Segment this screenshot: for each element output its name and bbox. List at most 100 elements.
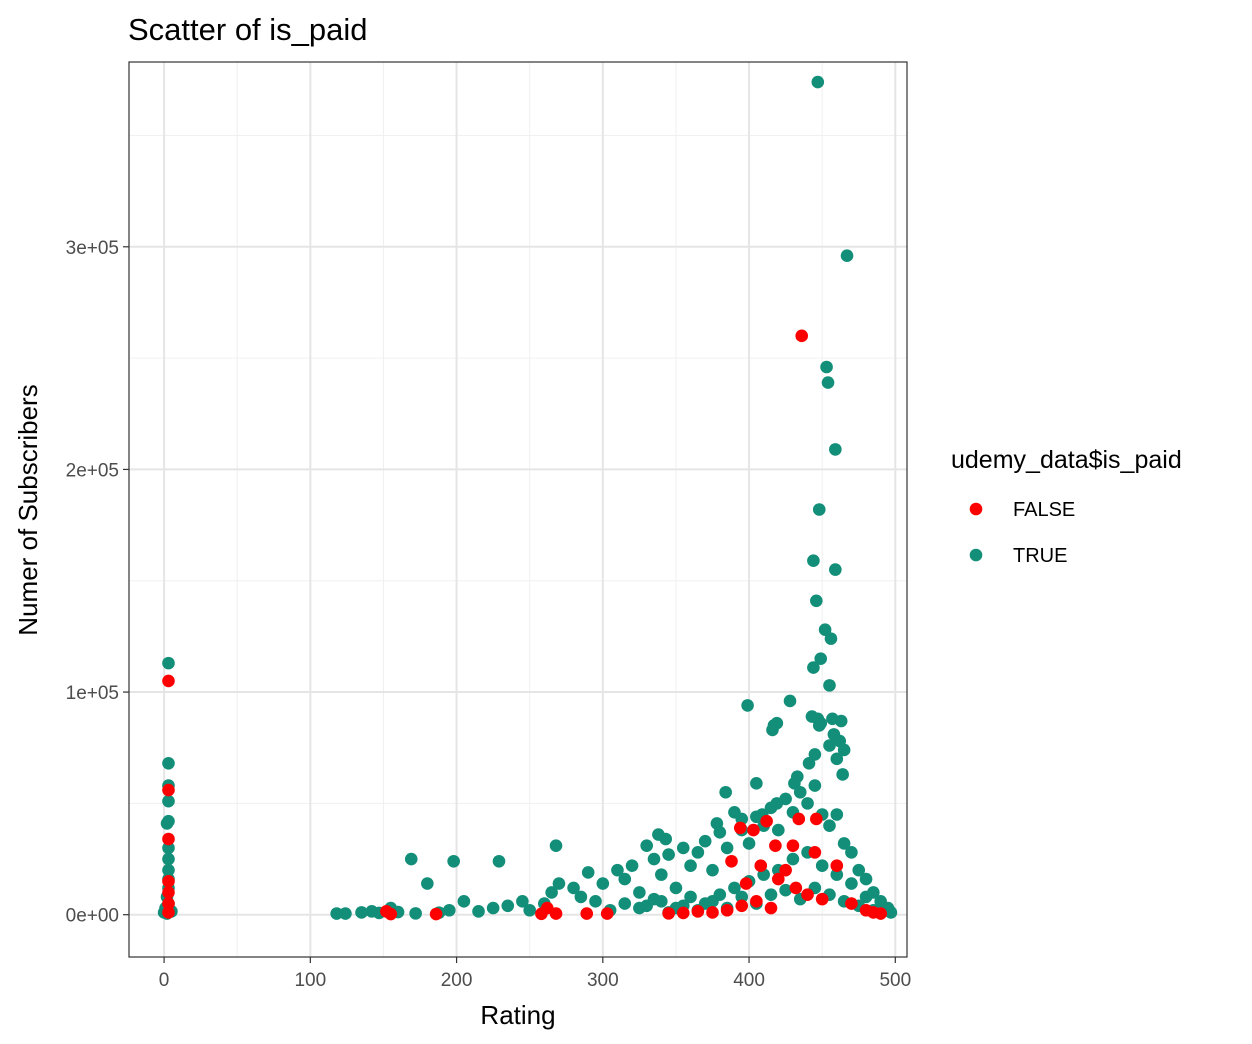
data-point-true — [750, 810, 763, 824]
data-point-true — [728, 805, 741, 819]
data-point-true — [836, 768, 849, 781]
data-point-true — [625, 859, 639, 873]
data-point-false — [772, 872, 785, 886]
data-point-true — [830, 868, 844, 881]
data-point-false — [735, 899, 749, 913]
data-point-false — [830, 859, 844, 873]
grid-lines — [129, 62, 907, 957]
data-point-true — [647, 852, 661, 866]
data-point-true — [802, 757, 816, 770]
data-point-true — [552, 877, 566, 890]
data-point-true — [589, 895, 602, 908]
data-point-false — [162, 783, 175, 797]
data-point-true — [611, 863, 624, 877]
data-point-true — [457, 895, 471, 908]
data-point-true — [523, 903, 536, 917]
x-tick-label: 100 — [294, 970, 326, 991]
data-point-true — [829, 563, 842, 576]
data-point-false — [769, 839, 782, 852]
data-point-false — [747, 823, 760, 837]
data-point-true — [807, 661, 820, 674]
data-point-true — [779, 792, 792, 806]
data-point-true — [596, 877, 610, 890]
data-point-true — [162, 656, 175, 670]
data-point-true — [720, 841, 734, 855]
data-point-false — [662, 907, 675, 920]
data-point-true — [811, 75, 825, 89]
data-point-false — [162, 875, 175, 888]
legend-title: udemy_data$is_paid — [951, 446, 1182, 474]
data-point-false — [540, 901, 554, 915]
data-point-true — [162, 863, 175, 877]
data-point-true — [355, 906, 368, 919]
legend-key-true — [969, 548, 983, 562]
data-point-false — [789, 881, 803, 895]
data-point-true — [808, 748, 822, 761]
data-point-true — [676, 841, 690, 855]
data-points — [157, 75, 898, 921]
data-point-true — [421, 877, 434, 890]
data-point-true — [779, 883, 792, 897]
axes: 0 100 200 300 400 500 0e+00 1e+05 2e+05 3e+05 — [66, 238, 912, 991]
data-point-true — [574, 890, 588, 904]
data-point-true — [698, 834, 712, 848]
data-point-true — [728, 881, 741, 895]
data-point-false — [795, 329, 809, 343]
data-point-false — [691, 905, 705, 918]
data-point-true — [830, 808, 844, 821]
data-point-true — [823, 739, 836, 752]
data-point-false — [792, 812, 806, 826]
x-tick-label: 500 — [879, 970, 911, 991]
x-tick-label: 300 — [587, 970, 619, 991]
data-point-false — [706, 906, 719, 919]
legend-key-false — [969, 502, 983, 516]
x-tick-label: 0 — [159, 970, 170, 991]
data-point-false — [725, 854, 738, 868]
data-point-true — [834, 714, 848, 728]
data-point-false — [429, 907, 443, 921]
data-point-true — [830, 752, 844, 766]
data-point-true — [160, 817, 174, 830]
data-point-true — [492, 854, 506, 868]
data-point-true — [823, 679, 836, 692]
data-point-false — [764, 901, 778, 915]
data-point-true — [845, 877, 858, 890]
data-point-true — [162, 794, 175, 808]
data-point-true — [820, 360, 833, 374]
data-point-true — [783, 694, 797, 708]
data-point-true — [581, 866, 595, 879]
data-point-true — [652, 828, 665, 841]
data-point-true — [409, 907, 422, 920]
data-point-true — [486, 901, 500, 915]
data-point-true — [815, 859, 829, 873]
data-point-true — [764, 801, 778, 815]
data-point-true — [706, 863, 719, 877]
y-tick-label: 2e+05 — [66, 460, 119, 481]
data-point-true — [713, 826, 727, 839]
data-point-true — [162, 841, 175, 855]
data-point-false — [600, 907, 614, 920]
data-point-true — [669, 881, 683, 895]
x-axis-title: Rating — [480, 1000, 555, 1030]
data-point-true — [567, 881, 580, 895]
data-point-true — [447, 854, 460, 868]
data-point-false — [676, 906, 690, 920]
data-point-false — [801, 888, 814, 901]
data-point-true — [633, 901, 646, 915]
data-point-false — [162, 674, 175, 688]
data-point-true — [741, 699, 754, 712]
data-point-true — [837, 743, 851, 757]
data-point-false — [750, 895, 763, 908]
data-point-false — [786, 839, 800, 852]
data-point-true — [735, 890, 749, 904]
data-point-true — [339, 907, 352, 920]
data-point-true — [837, 837, 851, 850]
data-point-true — [162, 852, 175, 866]
data-point-true — [640, 839, 653, 852]
legend-label-false: FALSE — [1013, 499, 1075, 521]
data-point-true — [793, 785, 807, 799]
data-point-false — [162, 906, 175, 919]
data-point-true — [818, 623, 832, 637]
chart-title: Scatter of is_paid — [128, 12, 368, 47]
